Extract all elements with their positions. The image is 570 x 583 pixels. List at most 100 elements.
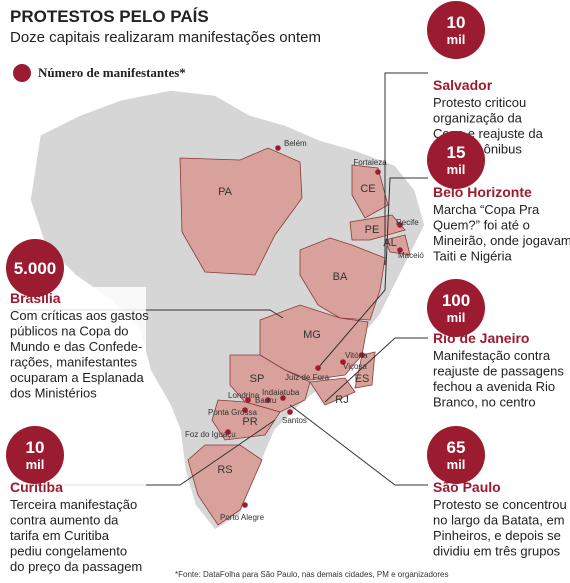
- city-dot: [280, 395, 286, 401]
- city-dot: [225, 429, 231, 435]
- callout-text: reajuste de passagens: [433, 364, 564, 379]
- city-dot: [359, 352, 365, 358]
- city-dot: [242, 502, 248, 508]
- leader-line: [384, 72, 428, 265]
- city-dot: [340, 359, 346, 365]
- callout-text: contra aumento da: [10, 513, 119, 528]
- amount-badge: [427, 426, 485, 484]
- callout-text: Taiti e Nigéria: [433, 249, 513, 264]
- city-label: Santos: [282, 416, 307, 425]
- callout-text: dos Ministérios: [10, 386, 97, 401]
- state-label: PR: [242, 416, 257, 428]
- state-shape: [351, 164, 389, 219]
- callout-city: São Paulo: [433, 479, 501, 495]
- city-dot: [315, 365, 321, 371]
- callout-text: organização da: [433, 111, 523, 126]
- city-dot: [245, 397, 251, 403]
- callout-text: Mineirão, onde jogavam: [433, 233, 570, 248]
- callout-text: Terceira manifestação: [10, 497, 137, 512]
- state-shape: [299, 237, 386, 321]
- amount-badge: [427, 279, 485, 337]
- state-label: RS: [217, 464, 232, 476]
- callout-city: Brasília: [10, 290, 61, 306]
- subtitle: Doze capitais realizaram manifestações o…: [10, 29, 321, 46]
- amount-badge: [6, 426, 64, 484]
- callout-text: Protesto criticou: [433, 95, 526, 110]
- callout-text: pediu congelamento: [10, 544, 127, 559]
- callout-city: Rio de Janeiro: [433, 330, 529, 346]
- amount-badge: [427, 131, 485, 189]
- cities: Belém Fortaleza Recife Maceió Juiz de Fora Vi…: [185, 139, 424, 522]
- callout-text: Manifestação contra: [433, 348, 551, 363]
- city-dot: [397, 247, 403, 253]
- state-label: RJ: [335, 394, 348, 406]
- city-label: Foz do Iguaçu: [185, 430, 236, 439]
- callout-text: Branco, no centro: [433, 395, 536, 410]
- callout-text: Com críticas aos gastos: [10, 308, 149, 323]
- amount-label: 10: [26, 438, 45, 457]
- state-label: CE: [360, 183, 375, 195]
- amount-unit: mil: [447, 32, 466, 47]
- state-label: ES: [355, 373, 370, 385]
- amount-label: 5.000: [14, 259, 57, 278]
- leader-line: [317, 177, 428, 369]
- amount-label: 65: [447, 438, 466, 457]
- city-label: Juiz de Fora: [285, 373, 330, 382]
- callout-bg: [6, 476, 146, 576]
- amount-unit: mil: [447, 457, 466, 472]
- amount-unit: mil: [26, 457, 45, 472]
- city-dot: [242, 407, 248, 413]
- callout-text: Quem?” foi até o: [433, 218, 530, 233]
- amount-badge: [6, 239, 64, 297]
- amount-label: 100: [442, 291, 470, 310]
- city-dot: [265, 397, 271, 403]
- city-label: Recife: [396, 218, 419, 227]
- callout-text: Mundo e das Confede-: [10, 339, 142, 354]
- callout-text: do preço da passagem: [10, 559, 142, 574]
- amount-label: 15: [447, 143, 466, 162]
- callout-text: públicos na Copa do: [10, 324, 129, 339]
- amount-label: 10: [447, 13, 466, 32]
- city-label: Maceió: [398, 251, 424, 260]
- state-shape: [384, 234, 411, 256]
- city-label: Porto Alegre: [220, 513, 265, 522]
- state-label: SP: [250, 373, 265, 385]
- amount-badge: [427, 1, 485, 59]
- city-label: Bauru: [255, 396, 276, 405]
- callout-city: Curitiba: [10, 479, 63, 495]
- state-shape: [229, 354, 311, 413]
- city-dot: [375, 169, 381, 175]
- callout-text: Protesto se concentrou: [433, 497, 567, 512]
- city-label: Fortaleza: [353, 158, 387, 167]
- city-label: Viçosa: [343, 362, 367, 371]
- callout-text: Pinheiros, e depois se: [433, 528, 561, 543]
- callout-bg: [429, 181, 569, 265]
- state-label: BA: [333, 271, 348, 283]
- leader-line: [289, 404, 428, 486]
- callout-bg: [429, 476, 569, 560]
- legend-marker: [13, 64, 31, 82]
- legend-label: Número de manifestantes*: [38, 65, 186, 80]
- city-dot: [275, 145, 281, 151]
- city-dot: [397, 222, 403, 228]
- state-shape: [179, 147, 303, 276]
- state-label: PA: [218, 186, 233, 198]
- city-label: Indaiatuba: [262, 388, 300, 397]
- amount-unit: mil: [447, 310, 466, 325]
- callout-city: Belo Horizonte: [433, 184, 532, 200]
- callout-text: fechou a avenida Rio: [433, 379, 555, 394]
- callout-text: tarifa em Curitiba: [10, 528, 110, 543]
- callout-text: rações, manifestantes: [10, 355, 138, 370]
- title: PROTESTOS PELO PAÍS: [10, 7, 209, 26]
- callout-bg: [429, 327, 569, 411]
- state-label: MG: [303, 329, 321, 341]
- city-label: Belém: [284, 139, 307, 148]
- callout-text: dividiu em três grupos: [433, 544, 561, 559]
- state-label: PE: [365, 224, 380, 236]
- leader-line: [324, 337, 428, 403]
- city-label: Londrina: [228, 391, 260, 400]
- city-label: Ponta Grossa: [208, 408, 257, 417]
- callout-text: ocuparam a Esplanada: [10, 370, 144, 385]
